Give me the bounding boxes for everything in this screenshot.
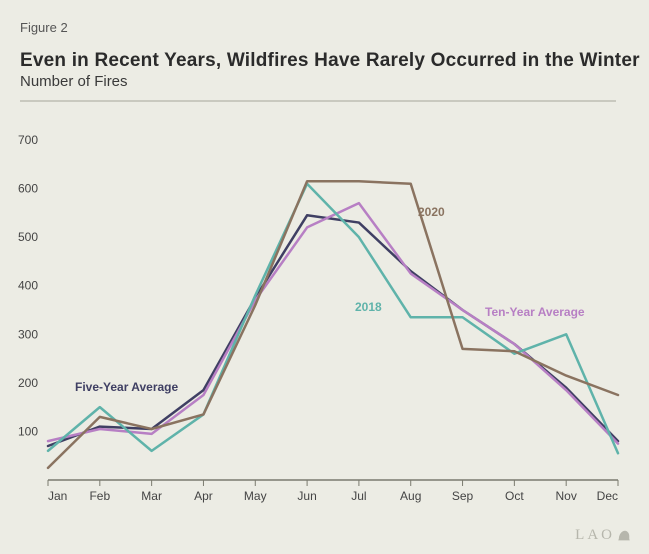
lao-logo-text: LAO — [575, 527, 615, 544]
svg-text:May: May — [244, 489, 267, 503]
figure-number: Figure 2 — [20, 20, 68, 35]
svg-text:Feb: Feb — [89, 489, 110, 503]
bear-icon — [617, 526, 631, 544]
figure-page: Figure 2 Even in Recent Years, Wildfires… — [0, 0, 649, 554]
svg-text:100: 100 — [18, 424, 38, 438]
svg-text:200: 200 — [18, 376, 38, 390]
svg-text:Nov: Nov — [556, 489, 577, 503]
chart-subtitle: Number of Fires — [20, 73, 128, 90]
lao-logo: LAO — [575, 526, 631, 544]
series-line — [48, 215, 618, 446]
svg-text:Mar: Mar — [141, 489, 162, 503]
series-line — [48, 181, 618, 468]
title-divider — [20, 100, 616, 102]
svg-text:Jun: Jun — [297, 489, 316, 503]
series-label: Five-Year Average — [75, 380, 178, 394]
series-label: 2018 — [355, 300, 382, 314]
svg-text:Jan: Jan — [48, 489, 67, 503]
svg-text:Aug: Aug — [400, 489, 421, 503]
series-line — [48, 203, 618, 443]
svg-text:300: 300 — [18, 327, 38, 341]
svg-text:Apr: Apr — [194, 489, 213, 503]
svg-text:700: 700 — [18, 133, 38, 147]
svg-text:Sep: Sep — [452, 489, 474, 503]
svg-text:Oct: Oct — [505, 489, 524, 503]
svg-text:400: 400 — [18, 279, 38, 293]
svg-text:Jul: Jul — [351, 489, 366, 503]
svg-text:500: 500 — [18, 230, 38, 244]
series-label: 2020 — [418, 205, 445, 219]
line-chart: 100 200 300 400 500 600 700 Jan Feb Mar Apr May Jun J… — [0, 110, 649, 530]
chart-title: Even in Recent Years, Wildfires Have Rar… — [20, 50, 640, 72]
series-label: Ten-Year Average — [485, 305, 585, 319]
svg-text:Dec: Dec — [597, 489, 618, 503]
svg-text:600: 600 — [18, 182, 38, 196]
